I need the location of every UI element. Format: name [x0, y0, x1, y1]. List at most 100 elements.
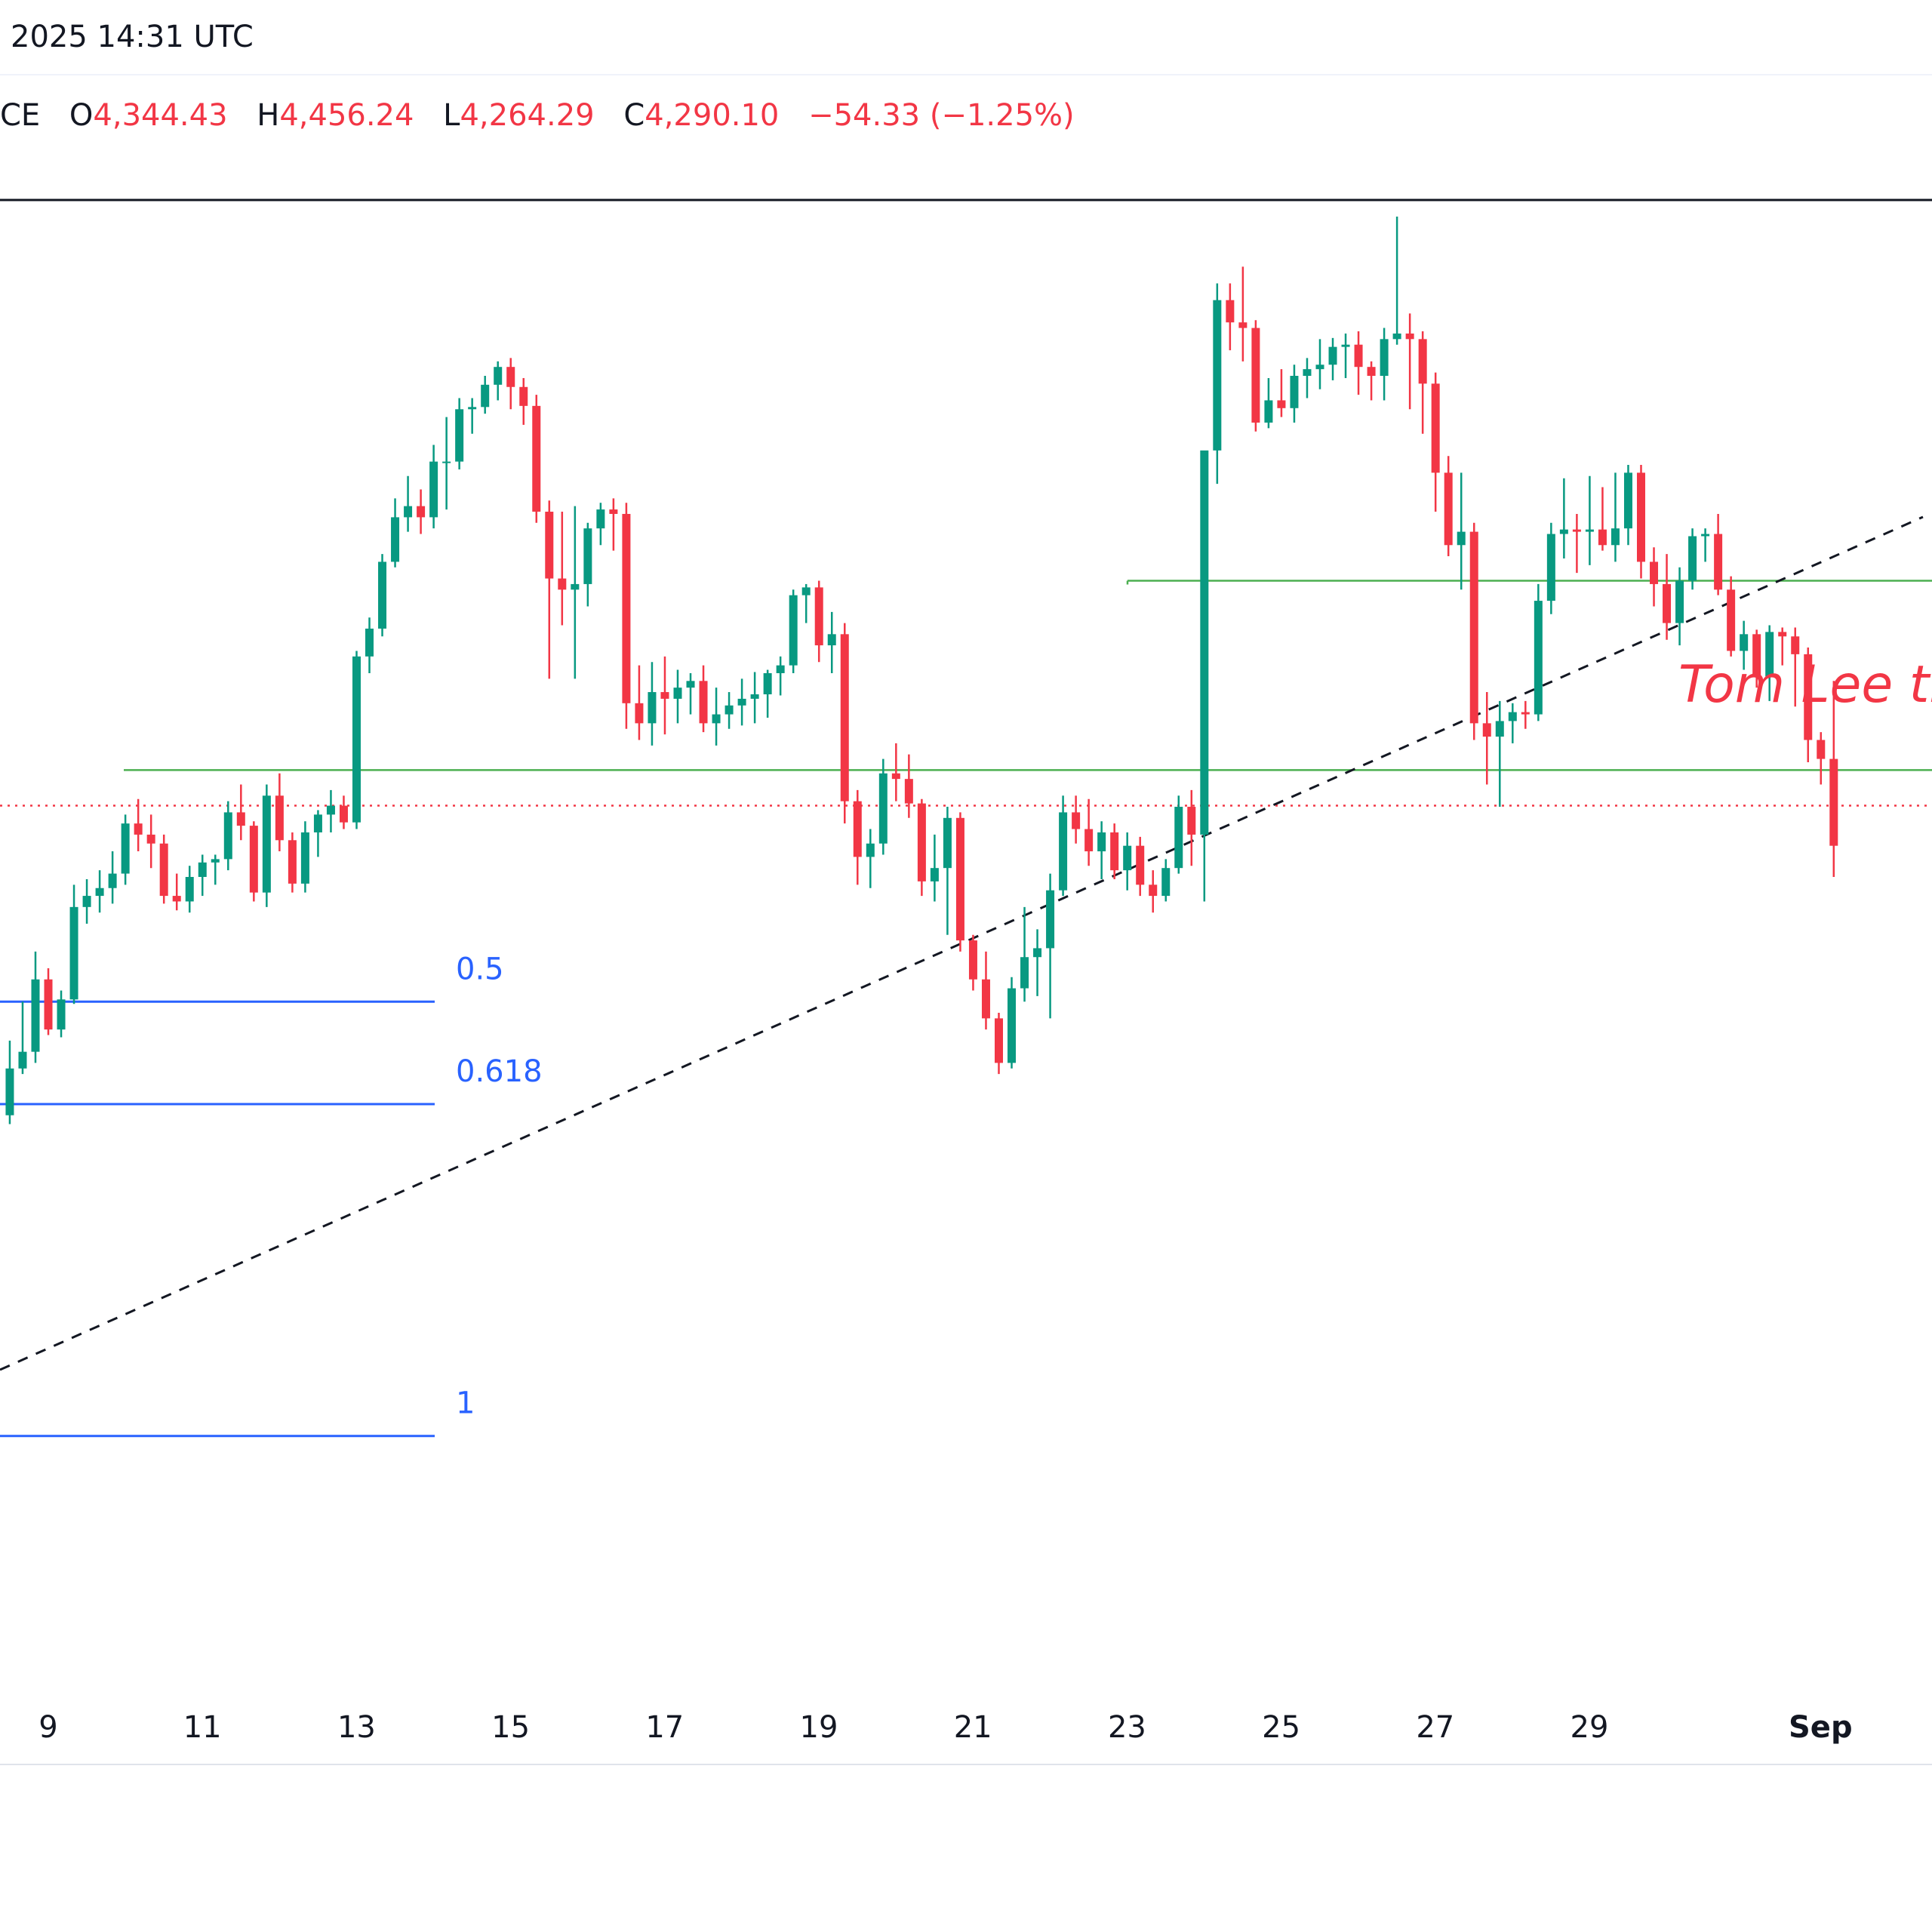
candle-body	[134, 823, 143, 835]
candle	[95, 870, 104, 913]
candle-body	[994, 1018, 1003, 1063]
candle	[1431, 372, 1440, 512]
candle	[1457, 472, 1466, 590]
candle-body	[1663, 583, 1672, 623]
candle-body	[1149, 884, 1158, 897]
candle	[18, 1001, 27, 1075]
candle-body	[313, 814, 322, 832]
candle-body	[69, 906, 78, 1000]
candle	[198, 854, 207, 897]
candle	[1585, 475, 1594, 565]
candle	[223, 801, 232, 871]
ascending-trendline	[0, 515, 1924, 1371]
candle-body	[146, 834, 155, 844]
candle-body	[1418, 339, 1427, 384]
candle	[1084, 798, 1094, 866]
candle	[1354, 331, 1363, 395]
candle	[1046, 873, 1055, 1019]
candle	[1534, 583, 1543, 721]
candles	[5, 217, 1838, 1124]
candle-body	[249, 826, 258, 893]
candle-body	[494, 367, 503, 385]
candle-body	[1714, 534, 1723, 590]
x-axis: 9 11 13 15 17 19 21 23 25 27 29 Sep	[38, 1710, 1852, 1745]
candle-body	[776, 665, 785, 673]
candle	[1110, 823, 1119, 879]
candle-body	[686, 681, 695, 688]
candle-body	[1546, 534, 1555, 601]
candle-body	[866, 843, 875, 857]
candle-body	[1765, 632, 1774, 677]
x-tick-label: 27	[1416, 1710, 1454, 1745]
candle-body	[339, 805, 348, 823]
candle-body	[1405, 333, 1414, 340]
candle	[558, 512, 567, 626]
candle	[1495, 700, 1504, 808]
candle	[1688, 528, 1697, 590]
candle-body	[1072, 812, 1081, 829]
candle-body	[1084, 829, 1094, 852]
candle-body	[1650, 561, 1659, 584]
candle-body	[1431, 383, 1440, 473]
candle-body	[108, 873, 117, 888]
candle-body	[1200, 450, 1209, 835]
candle	[789, 589, 798, 673]
candle	[930, 834, 939, 902]
candle	[827, 611, 836, 673]
candle-body	[1174, 807, 1183, 869]
candle	[1469, 522, 1478, 740]
candle	[1123, 832, 1132, 891]
high-label: H	[257, 98, 280, 133]
candle	[1174, 795, 1183, 874]
x-tick-label: 23	[1108, 1710, 1146, 1745]
candle-body	[1444, 472, 1453, 546]
candle	[506, 358, 515, 410]
candle	[699, 665, 708, 733]
candle	[968, 934, 977, 991]
candle-body	[519, 386, 528, 406]
candle	[262, 784, 271, 907]
candle	[494, 361, 503, 401]
candle	[1701, 528, 1710, 562]
candle	[481, 376, 490, 414]
x-tick-label: 13	[337, 1710, 376, 1745]
change-value: −54.33 (−1.25%)	[808, 98, 1075, 133]
exchange-fragment: CE	[0, 98, 41, 133]
candle-body	[1380, 339, 1389, 377]
candle-body	[891, 773, 900, 780]
candle-body	[391, 517, 400, 562]
candle-body	[1495, 721, 1504, 737]
candle-body	[1701, 534, 1710, 537]
trendline-annotation: Tom Lee tr	[1678, 655, 1932, 715]
candle-body	[185, 876, 194, 902]
candle	[185, 866, 194, 913]
candle-body	[801, 587, 811, 595]
candle-body	[1033, 948, 1042, 958]
candle-body	[1457, 531, 1466, 546]
candle-body	[442, 461, 451, 463]
candle-body	[789, 595, 798, 666]
candle-body	[1354, 344, 1363, 368]
candle	[108, 851, 117, 904]
x-tick-label: Sep	[1789, 1710, 1853, 1745]
candle-body	[750, 694, 759, 699]
candle	[69, 884, 78, 1004]
candle	[583, 522, 592, 607]
candle-body	[365, 628, 374, 657]
candle	[1663, 554, 1672, 640]
candle-body	[82, 896, 91, 907]
candle	[1020, 906, 1029, 1002]
candle	[236, 784, 245, 841]
candle	[622, 503, 631, 729]
candle	[1714, 513, 1723, 595]
candle	[1418, 331, 1427, 434]
candle-body	[622, 513, 631, 703]
candle	[5, 1040, 14, 1124]
candle	[44, 968, 53, 1035]
candle	[121, 814, 130, 885]
candle-body	[159, 843, 168, 897]
candle-body	[840, 634, 849, 801]
x-tick-label: 29	[1571, 1710, 1609, 1745]
candle	[378, 554, 387, 637]
